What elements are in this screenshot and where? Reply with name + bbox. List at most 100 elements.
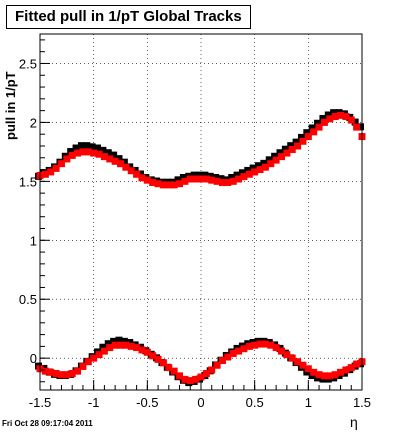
data-point <box>288 354 296 362</box>
data-point <box>84 148 92 156</box>
data-point <box>315 123 323 131</box>
data-point <box>47 368 55 376</box>
data-point <box>84 358 92 366</box>
data-point <box>68 369 76 377</box>
data-point <box>342 366 350 374</box>
data-point <box>308 124 316 132</box>
data-point <box>74 149 82 157</box>
data-point <box>122 163 130 171</box>
data-point <box>271 152 279 160</box>
data-point <box>337 111 345 119</box>
data-point <box>63 371 71 379</box>
data-point <box>126 163 134 171</box>
data-point <box>278 347 285 355</box>
data-point <box>122 341 130 349</box>
data-point <box>104 340 112 348</box>
data-point <box>133 170 141 178</box>
x-tick-label: 0 <box>197 395 204 410</box>
data-point <box>117 160 124 168</box>
data-point <box>319 115 327 123</box>
data-point <box>77 142 85 150</box>
data-point <box>229 349 237 357</box>
axis-tick-labels: -1.5 -1 -0.5 0 0.5 1 1.5 0 0.5 1 1.5 2 2.5 <box>19 56 371 410</box>
data-point <box>240 345 248 353</box>
data-point <box>165 181 173 189</box>
data-point <box>351 118 359 126</box>
data-point <box>310 368 318 376</box>
data-point <box>310 128 318 136</box>
data-point <box>251 168 259 176</box>
data-point <box>170 367 178 375</box>
data-point <box>347 116 355 124</box>
data-point <box>149 179 157 187</box>
data-point <box>111 157 119 165</box>
data-point <box>104 149 112 157</box>
data-point <box>261 340 269 348</box>
plot-frame <box>39 33 363 391</box>
data-point <box>265 156 273 164</box>
data-point <box>304 365 312 373</box>
data-point <box>212 173 220 181</box>
data-point <box>165 364 173 372</box>
data-point <box>256 340 264 348</box>
data-point <box>127 167 135 175</box>
data-point <box>249 164 257 172</box>
data-point <box>326 372 334 380</box>
data-point <box>95 351 103 359</box>
data-point <box>90 149 98 157</box>
axis-ticks <box>39 39 363 390</box>
data-point <box>320 118 328 126</box>
data-point <box>95 150 103 158</box>
data-point <box>235 175 243 183</box>
data-point <box>196 171 203 179</box>
data-point <box>136 170 144 178</box>
data-point <box>117 341 124 349</box>
data-point <box>181 375 189 383</box>
grid <box>39 34 363 390</box>
data-point <box>149 352 157 360</box>
data-point <box>347 364 355 372</box>
data-point <box>110 151 118 159</box>
data-point <box>299 137 307 145</box>
data-point <box>353 360 361 368</box>
data-point <box>276 149 284 157</box>
chart-title: Fitted pull in 1/pT Global Tracks <box>6 5 251 29</box>
data-point <box>41 367 49 375</box>
data-point <box>238 169 246 177</box>
y-tick-label: 2 <box>30 115 37 130</box>
data-point <box>272 344 280 352</box>
data-point <box>244 166 252 174</box>
data-point <box>79 362 87 370</box>
data-point <box>337 368 345 376</box>
data-point <box>213 177 221 185</box>
data-point <box>202 175 210 183</box>
data-point <box>159 359 167 367</box>
data-point <box>272 156 280 164</box>
y-tick-label: 2.5 <box>19 56 37 71</box>
data-point <box>324 111 332 119</box>
data-point <box>353 123 361 131</box>
data-point <box>294 358 302 366</box>
data-point <box>179 173 187 181</box>
data-point <box>170 181 178 189</box>
data-point <box>192 375 200 383</box>
data-point <box>235 347 243 355</box>
y-tick-label: 1.5 <box>19 174 37 189</box>
data-point <box>79 148 87 156</box>
data-point <box>224 179 232 187</box>
data-point <box>120 337 128 345</box>
data-point <box>143 348 151 356</box>
data-point <box>52 369 60 377</box>
data-point <box>260 159 268 167</box>
data-point <box>57 371 65 379</box>
y-tick-label: 0 <box>30 351 37 366</box>
data-point <box>63 155 71 163</box>
data-point <box>245 170 253 178</box>
data-point <box>267 160 275 168</box>
date-stamp: Fri Oct 28 09:17:04 2011 <box>2 419 93 428</box>
data-point <box>154 355 162 363</box>
data-point <box>99 343 107 351</box>
data-point <box>111 341 119 349</box>
data-point <box>176 372 184 380</box>
data-point <box>201 171 209 179</box>
